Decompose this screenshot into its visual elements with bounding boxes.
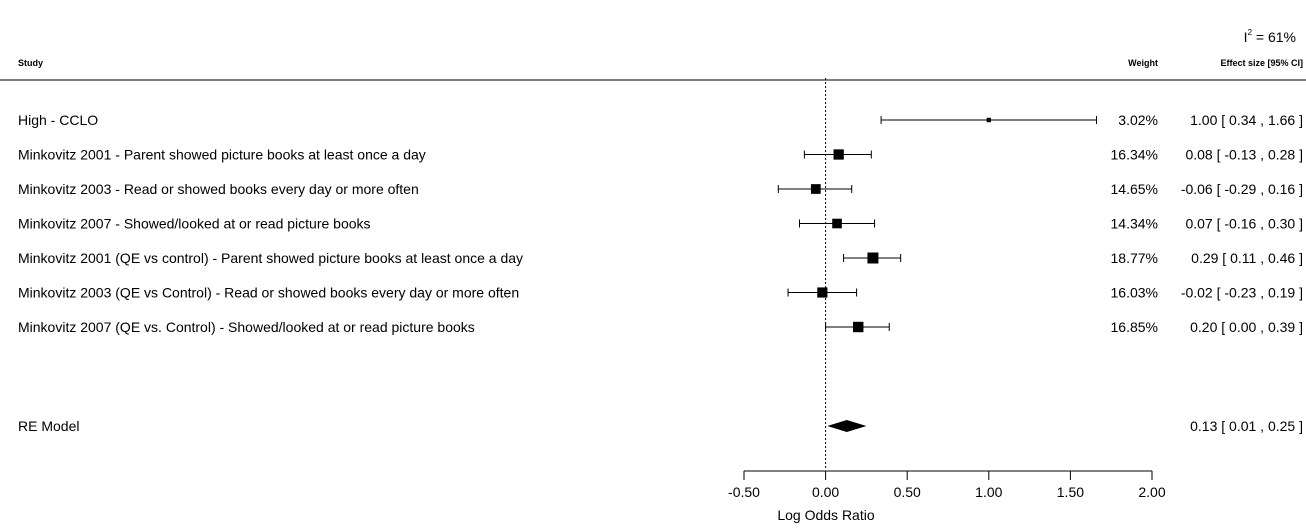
study-row: Minkovitz 2003 (QE vs Control) - Read or… [18,285,1303,301]
heterogeneity-superscript: 2 [1248,28,1253,37]
point-estimate [832,218,842,229]
study-label: Minkovitz 2001 (QE vs control) - Parent … [18,250,523,266]
study-effect-size: 1.00 [ 0.34 , 1.66 ] [1190,112,1303,128]
study-weight: 14.65% [1111,181,1158,197]
study-row: Minkovitz 2001 - Parent showed picture b… [18,147,1303,163]
study-label: Minkovitz 2003 (QE vs Control) - Read or… [18,285,519,301]
x-tick-label: 2.00 [1138,484,1165,500]
x-tick-label: 1.00 [975,484,1002,500]
study-label: Minkovitz 2003 - Read or showed books ev… [18,181,419,197]
x-tick-label: 1.50 [1057,484,1084,500]
x-tick-label: -0.50 [728,484,760,500]
summary-label: RE Model [18,418,79,434]
study-label: Minkovitz 2007 (QE vs. Control) - Showed… [18,319,475,335]
study-weight: 14.34% [1111,216,1158,232]
header-weight: Weight [1128,58,1158,68]
study-label: Minkovitz 2007 - Showed/looked at or rea… [18,216,371,232]
heterogeneity-stat: I2 = 61% [1244,28,1296,45]
study-effect-size: 0.07 [ -0.16 , 0.30 ] [1185,216,1303,232]
heterogeneity-value: = 61% [1252,29,1296,45]
study-rows: High - CCLO 3.02% 1.00 [ 0.34 , 1.66 ] Mink… [18,112,1303,335]
study-weight: 3.02% [1118,112,1158,128]
study-row: Minkovitz 2007 (QE vs. Control) - Showed… [18,319,1303,335]
study-weight: 16.34% [1111,147,1158,163]
study-effect-size: 0.29 [ 0.11 , 0.46 ] [1191,250,1303,266]
study-weight: 18.77% [1111,250,1158,266]
header-effect-size: Effect size [95% CI] [1220,58,1303,68]
point-estimate [853,321,864,333]
point-estimate [817,287,828,298]
study-label: Minkovitz 2001 - Parent showed picture b… [18,147,426,163]
summary-effect-size: 0.13 [ 0.01 , 0.25 ] [1190,418,1303,434]
point-estimate [833,149,844,160]
summary-diamond [827,420,867,432]
header-study: Study [18,58,43,68]
study-weight: 16.85% [1111,319,1158,335]
study-effect-size: 0.20 [ 0.00 , 0.39 ] [1190,319,1303,335]
x-tick-label: 0.50 [894,484,921,500]
study-effect-size: -0.06 [ -0.29 , 0.16 ] [1181,181,1303,197]
point-estimate [810,184,821,194]
study-row: Minkovitz 2001 (QE vs control) - Parent … [18,250,1303,266]
study-effect-size: -0.02 [ -0.23 , 0.19 ] [1181,285,1303,301]
study-row: Minkovitz 2007 - Showed/looked at or rea… [18,216,1303,232]
study-effect-size: 0.08 [ -0.13 , 0.28 ] [1185,147,1303,163]
study-row: Minkovitz 2003 - Read or showed books ev… [18,181,1303,197]
study-label: High - CCLO [18,112,98,128]
heterogeneity-label: I [1244,29,1248,45]
x-axis-label: Log Odds Ratio [777,507,874,523]
summary-row: RE Model 0.13 [ 0.01 , 0.25 ] [18,418,1303,434]
x-tick-label: 0.00 [812,484,839,500]
study-weight: 16.03% [1111,285,1158,301]
study-row: High - CCLO 3.02% 1.00 [ 0.34 , 1.66 ] [18,112,1303,128]
point-estimate [867,252,879,264]
x-axis: -0.50 0.00 0.50 1.00 1.50 2.00 [728,470,1166,500]
point-estimate [986,117,992,123]
